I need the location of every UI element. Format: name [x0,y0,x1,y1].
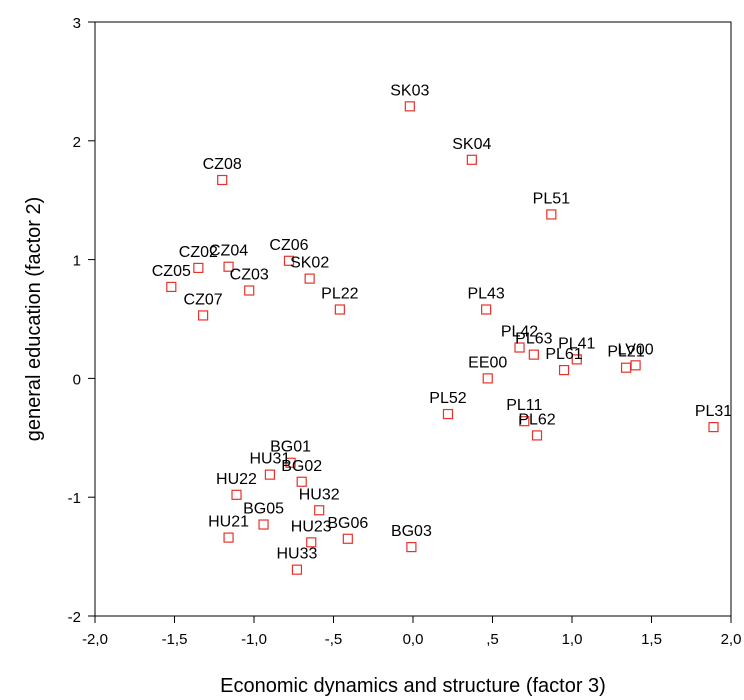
data-point-label: PL42 [501,324,538,341]
data-point-label: HU22 [216,471,257,488]
data-point-marker [285,457,296,468]
x-tick-label: 0,0 [403,631,424,648]
data-point-marker [217,174,228,186]
x-tick-label: 2,0 [721,631,742,648]
data-point-label: PL21 [607,344,644,361]
x-axis-ticks: -2,0 -1,5 -1,0 -,5 0,0 ,5 1,0 1,5 2,0 [82,616,741,648]
y-tick-label: -1 [68,490,81,507]
data-point-marker [630,360,641,371]
data-point-marker [708,422,719,433]
data-point-label: EE00 [468,354,507,371]
data-point-marker [482,373,493,384]
data-point-label: HU21 [208,514,249,531]
data-point-label: PL63 [515,331,552,348]
data-point-marker [283,255,295,266]
data-point-label: SK04 [452,136,491,153]
data-point-label: CZ07 [184,291,223,308]
y-tick-label: 3 [73,15,81,32]
data-point-marker [528,349,539,360]
data-point-label: BG02 [281,458,322,475]
data-point-marker [291,564,303,575]
data-point-label: LV00 [618,341,654,358]
data-point-label: HU33 [276,546,317,563]
data-point-label: PL22 [321,285,358,302]
x-tick-label: -2,0 [82,631,108,648]
data-point-marker [342,533,353,544]
x-axis-title: Economic dynamics and structure (factor … [220,675,606,697]
data-point-marker [531,430,543,441]
data-point-label: HU32 [299,486,340,503]
data-point-marker [244,285,255,296]
data-point-label: PL61 [545,346,582,363]
data-point-label: CZ02 [179,244,218,261]
y-tick-label: 2 [73,134,81,151]
data-point-label: PL43 [467,285,504,302]
data-point-label: PL51 [533,190,570,207]
data-point-label: PL41 [558,335,595,352]
x-tick-label: -1,5 [162,631,188,648]
data-point-label: CZ08 [203,156,242,173]
data-point-label: HU31 [249,451,290,468]
y-axis-title: general education (factor 2) [23,197,45,442]
data-point-marker [264,469,275,480]
data-point-marker [546,209,557,220]
data-point-label: PL62 [518,411,555,428]
data-point-marker [466,154,477,165]
data-point-marker [558,364,570,376]
data-point-label: HU23 [291,518,332,535]
data-point-marker [304,273,315,284]
data-point-label: CZ06 [269,237,308,254]
data-point-label: BG01 [270,439,311,456]
data-point-label: BG06 [327,515,368,532]
data-point-marker [519,416,530,427]
x-tick-label: 1,0 [562,631,583,648]
data-point-label: SK02 [290,255,329,272]
y-tick-label: -2 [68,609,81,626]
data-point-marker [514,342,525,353]
data-point-marker [442,408,454,420]
data-point-marker [314,505,325,516]
data-point-label: PL11 [506,397,542,414]
data-point-marker [296,476,307,487]
data-point-label: BG03 [391,523,432,540]
x-tick-label: 1,5 [641,631,662,648]
x-tick-label: -1,0 [241,631,267,648]
data-point-marker [231,489,242,500]
data-point-marker [404,101,415,112]
data-point-marker [223,532,234,543]
data-point-label: SK03 [390,82,429,99]
data-point-marker [481,304,492,315]
y-axis-ticks: -2 -1 0 1 2 3 [68,15,95,626]
x-tick-label: ,5 [486,631,499,648]
data-point-label: CZ04 [209,243,248,260]
y-tick-label: 0 [73,371,81,388]
data-point-marker [620,362,632,373]
data-point-label: PL52 [429,390,466,407]
data-point-marker [406,541,417,553]
data-point-marker [571,354,582,365]
data-point-label: PL31 [695,403,732,420]
data-point-marker [258,519,269,530]
data-point-marker [223,261,234,272]
data-point-label: CZ03 [230,266,269,283]
data-point-label: BG05 [243,501,284,518]
x-tick-label: -,5 [325,631,343,648]
data-point-marker [306,537,317,548]
y-tick-label: 1 [73,253,81,270]
data-point-label: CZ05 [152,263,191,280]
data-point-marker [334,304,345,315]
data-point-marker [193,262,204,274]
data-point-marker [198,310,209,321]
data-point-marker [166,281,177,293]
